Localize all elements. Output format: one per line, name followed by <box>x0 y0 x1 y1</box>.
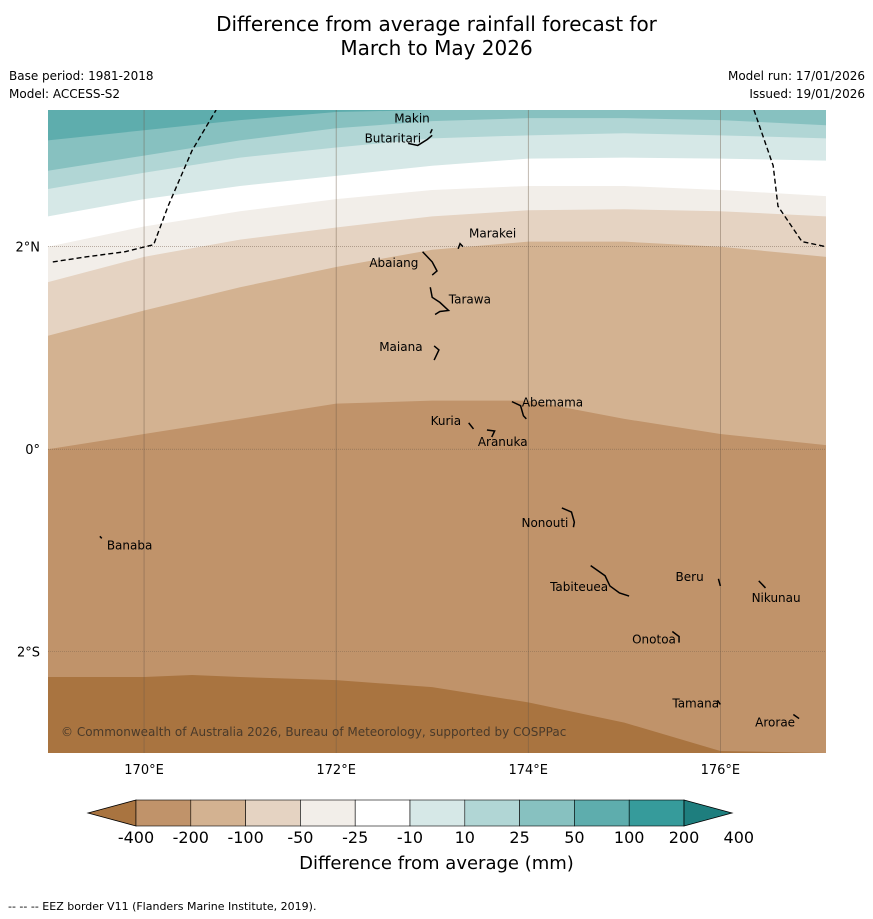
y-tick-0°: 0° <box>25 443 40 458</box>
island-abaiang-outline <box>422 251 438 276</box>
base-period: Base period: 1981-2018 <box>9 69 154 83</box>
island-kuria-label: Kuria <box>431 414 462 428</box>
island-makin-label: Makin <box>394 111 430 125</box>
x-tick-174°E: 174°E <box>508 763 548 778</box>
colorbar-labels: -400 -200 -100 -50 -25 -10 10 25 50 100 200 400 <box>0 828 873 850</box>
island-beru-label: Beru <box>676 570 704 584</box>
island-aranuka-label: Aranuka <box>478 435 528 449</box>
colorbar-label: 10 <box>454 828 475 847</box>
colorbar-segment-5 <box>354 799 411 827</box>
island-kuria-outline <box>468 422 475 430</box>
island-nikunau-outline <box>758 580 767 589</box>
island-abemama-outline <box>511 400 527 420</box>
band--200--100 <box>48 675 826 753</box>
island-banaba-label: Banaba <box>107 538 153 552</box>
colorbar-label: 50 <box>564 828 585 847</box>
title-line-1: Difference from average rainfall forecas… <box>216 12 657 36</box>
graticule <box>48 110 826 753</box>
footnote: -- -- -- EEZ border V11 (Flanders Marine… <box>8 900 317 913</box>
colorbar-title: Difference from average (mm) <box>299 853 574 874</box>
title-line-2: March to May 2026 <box>340 36 533 60</box>
colorbar-label: -100 <box>227 828 264 847</box>
colorbar-label: 200 <box>668 828 700 847</box>
axis-ticks: 170°E 172°E 174°E 176°E 2°N 0° 2°S <box>16 241 741 778</box>
eez-borders <box>52 110 826 263</box>
island-tarawa-outline <box>429 287 451 316</box>
colorbar-segment-3 <box>245 799 301 827</box>
island-maiana-outline <box>433 345 440 361</box>
island-marakei-outline <box>457 242 464 249</box>
colorbar-segment-10 <box>628 799 685 827</box>
meta-left: Base period: 1981-2018 Model: ACCESS-S2 <box>9 67 154 103</box>
eez-line-1 <box>753 110 826 248</box>
x-tick-170°E: 170°E <box>124 763 164 778</box>
island-tabiteuea-label: Tabiteuea <box>549 580 608 594</box>
colorbar-label: 400 <box>723 828 755 847</box>
colorbar-label: -25 <box>342 828 369 847</box>
colorbar-segment-8 <box>519 799 575 827</box>
contour-bands <box>48 110 826 753</box>
x-tick-172°E: 172°E <box>316 763 356 778</box>
colorbar-label: -400 <box>117 828 155 847</box>
island-abemama-label: Abemama <box>522 396 583 410</box>
x-tick-176°E: 176°E <box>701 763 741 778</box>
y-tick-2°S: 2°S <box>17 646 40 661</box>
colorbar-segment-7 <box>464 799 520 827</box>
colorbar-min-arrow <box>86 799 137 827</box>
colorbar-segment-2 <box>190 799 246 827</box>
island-onotoa-outline <box>671 630 680 643</box>
model-name: Model: ACCESS-S2 <box>9 87 121 101</box>
island-butaritari-outline <box>408 134 433 147</box>
colorbar-label: 100 <box>613 828 645 847</box>
island-arorae-label: Arorae <box>755 716 795 730</box>
island-nonouti-label: Nonouti <box>521 516 568 530</box>
y-tick-2°N: 2°N <box>16 241 41 256</box>
copyright-notice: © Commonwealth of Australia 2026, Bureau… <box>61 725 566 739</box>
colorbar-max-arrow <box>683 799 734 827</box>
chart-title: Difference from average rainfall forecas… <box>0 12 873 60</box>
issued-date: Issued: 19/01/2026 <box>749 87 865 101</box>
island-tarawa-label: Tarawa <box>448 292 491 306</box>
island-banaba-outline <box>99 535 103 539</box>
island-nikunau-label: Nikunau <box>752 591 801 605</box>
island-makin-outline <box>429 128 433 134</box>
island-marakei-label: Marakei <box>469 227 516 241</box>
colorbar-segment-9 <box>574 799 630 827</box>
islands: Makin Butaritari Marakei Abaiang Tarawa Maian… <box>99 111 801 730</box>
island-aranuka-outline <box>486 429 496 438</box>
island-tamana-outline <box>716 699 721 705</box>
eez-line-0 <box>52 110 217 263</box>
island-tabiteuea-outline <box>590 565 630 597</box>
colorbar-segment-6 <box>409 799 466 827</box>
island-arorae-outline <box>792 713 800 720</box>
meta-right: Model run: 17/01/2026 Issued: 19/01/2026 <box>728 67 865 103</box>
colorbar-label: -10 <box>396 828 424 847</box>
island-butaritari-label: Butaritari <box>365 131 422 145</box>
colorbar-segment-1 <box>135 799 192 827</box>
island-maiana-label: Maiana <box>379 340 422 354</box>
colorbar <box>86 799 734 827</box>
colorbar-segment-4 <box>300 799 356 827</box>
colorbar-label: 25 <box>509 828 530 847</box>
colorbar-label: -50 <box>287 828 314 847</box>
island-nonouti-outline <box>561 507 576 528</box>
island-abaiang-label: Abaiang <box>369 256 418 270</box>
colorbar-label: -200 <box>172 828 209 847</box>
model-run: Model run: 17/01/2026 <box>727 69 865 83</box>
island-beru-outline <box>717 578 722 587</box>
band--100--50 <box>48 400 826 753</box>
island-tamana-label: Tamana <box>671 696 719 710</box>
island-onotoa-label: Onotoa <box>632 633 676 647</box>
